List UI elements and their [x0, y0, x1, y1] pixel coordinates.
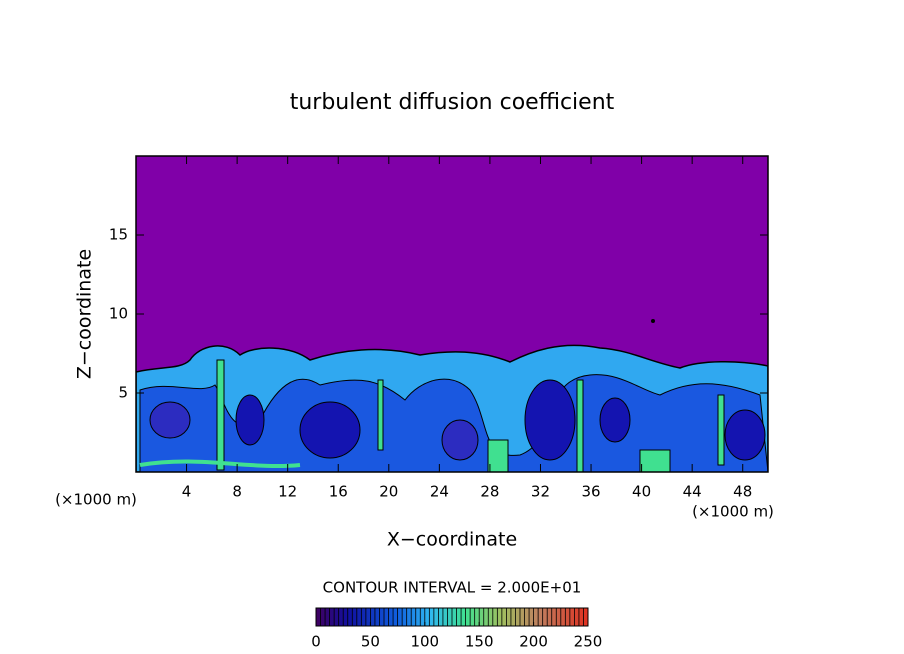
- y-tick-label: 5: [118, 384, 128, 402]
- colorbar-tick-label: 150: [465, 633, 494, 651]
- colorbar-tick-label: 0: [311, 633, 321, 651]
- contour-field: [136, 156, 768, 472]
- y-axis-label: Z−coordinate: [74, 249, 96, 379]
- contour-interval: CONTOUR INTERVAL = 2.000E+01: [323, 579, 582, 597]
- x-axis-label: X−coordinate: [387, 529, 517, 551]
- chart-title: turbulent diffusion coefficient: [290, 90, 615, 115]
- x-tick-label: 24: [430, 483, 449, 501]
- colorbar-tick-label: 200: [519, 633, 548, 651]
- colorbar-tick-label: 100: [410, 633, 439, 651]
- y-unit-label: (×1000 m): [55, 491, 137, 509]
- colorbar-frame: [315, 607, 589, 627]
- x-tick-label: 36: [581, 483, 600, 501]
- x-tick-label: 48: [733, 483, 752, 501]
- y-tick-label: 15: [109, 226, 128, 244]
- y-tick-label: 10: [109, 305, 128, 323]
- x-tick-label: 40: [632, 483, 651, 501]
- colorbar-tick-label: 250: [574, 633, 603, 651]
- x-tick-label: 32: [531, 483, 550, 501]
- x-tick-label: 8: [232, 483, 242, 501]
- x-tick-label: 12: [278, 483, 297, 501]
- colorbar-stripes: [320, 608, 584, 626]
- x-tick-label: 20: [379, 483, 398, 501]
- x-tick-label: 4: [182, 483, 192, 501]
- x-unit-label: (×1000 m): [692, 503, 774, 521]
- x-tick-label: 28: [480, 483, 499, 501]
- x-tick-label: 44: [683, 483, 702, 501]
- colorbar-tick-label: 50: [361, 633, 380, 651]
- x-tick-label: 16: [329, 483, 348, 501]
